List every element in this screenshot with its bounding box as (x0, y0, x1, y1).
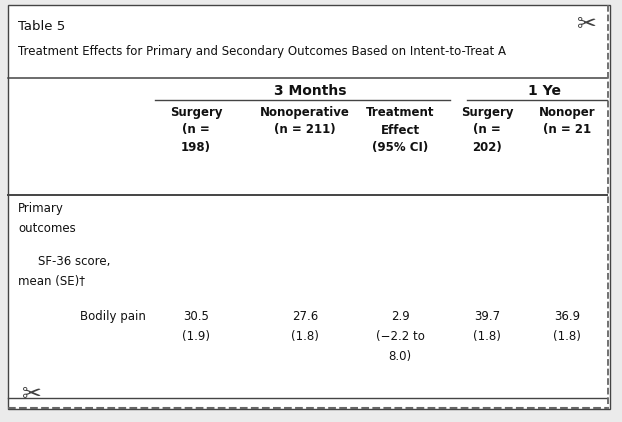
Text: 8.0): 8.0) (388, 350, 412, 363)
Text: SF-36 score,: SF-36 score, (38, 255, 110, 268)
Text: Nonoperative
(n = 211): Nonoperative (n = 211) (260, 106, 350, 136)
Text: outcomes: outcomes (18, 222, 76, 235)
Text: 3 Months: 3 Months (274, 84, 346, 98)
Text: (1.8): (1.8) (473, 330, 501, 343)
Text: 39.7: 39.7 (474, 310, 500, 323)
Text: 1 Ye: 1 Ye (529, 84, 562, 98)
Text: Treatment
Effect
(95% CI): Treatment Effect (95% CI) (366, 106, 434, 154)
Text: Primary: Primary (18, 202, 64, 215)
Text: Nonoper
(n = 21: Nonoper (n = 21 (539, 106, 595, 136)
Text: (1.9): (1.9) (182, 330, 210, 343)
Text: 27.6: 27.6 (292, 310, 318, 323)
Text: 36.9: 36.9 (554, 310, 580, 323)
Text: Surgery
(n =
202): Surgery (n = 202) (461, 106, 513, 154)
Text: 2.9: 2.9 (391, 310, 409, 323)
Text: Surgery
(n =
198): Surgery (n = 198) (170, 106, 222, 154)
Text: (1.8): (1.8) (291, 330, 319, 343)
Text: (−2.2 to: (−2.2 to (376, 330, 424, 343)
Text: Bodily pain: Bodily pain (80, 310, 146, 323)
Text: (1.8): (1.8) (553, 330, 581, 343)
Text: Table 5: Table 5 (18, 20, 65, 33)
Text: ✂: ✂ (577, 12, 596, 36)
Text: mean (SE)†: mean (SE)† (18, 275, 85, 288)
Text: Treatment Effects for Primary and Secondary Outcomes Based on Intent-to-Treat A: Treatment Effects for Primary and Second… (18, 45, 506, 58)
Text: ✂: ✂ (22, 382, 42, 406)
Text: 30.5: 30.5 (183, 310, 209, 323)
